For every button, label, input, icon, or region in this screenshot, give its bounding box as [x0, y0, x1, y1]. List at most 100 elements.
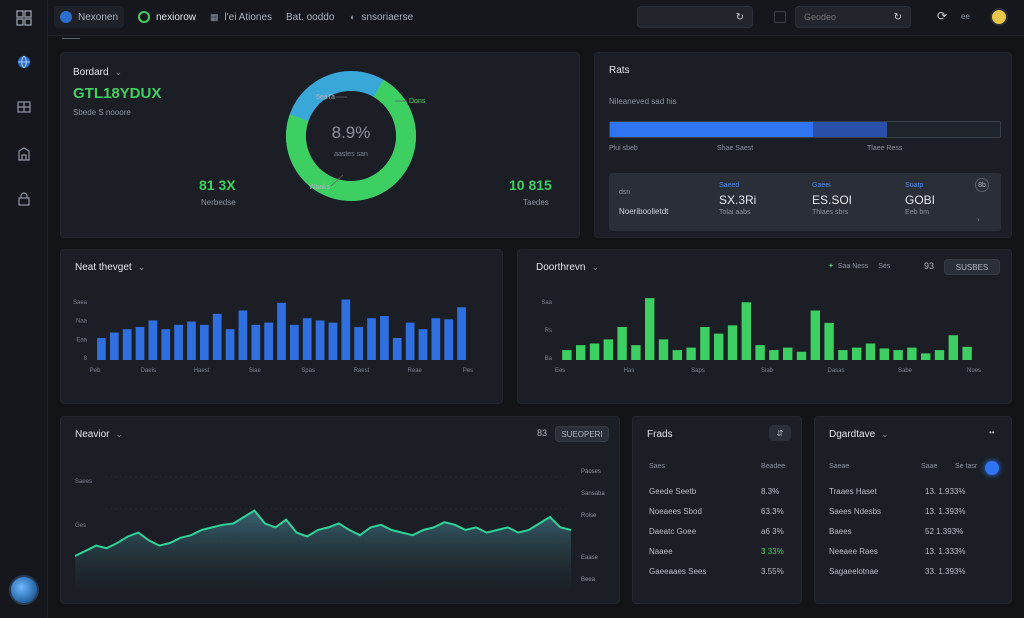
bar-label: Tlaee Ress [867, 145, 903, 152]
filter-input[interactable] [804, 12, 883, 22]
bar [948, 335, 958, 360]
refresh-icon [138, 11, 150, 23]
bar [289, 324, 299, 360]
green-chart-button[interactable]: SUSBES [944, 259, 1000, 275]
tab-ationes[interactable]: ▦ l'ei Ationes [204, 6, 278, 28]
sidebar [0, 0, 48, 618]
overview-title[interactable]: Bordard ⌄ [73, 67, 122, 78]
notification-icon[interactable]: ⟳ [937, 9, 948, 23]
bar [444, 319, 454, 360]
trend-name: Geede Seetb [649, 487, 697, 496]
bar [645, 298, 655, 360]
bar [354, 327, 364, 360]
grid-menu-icon[interactable] [12, 6, 36, 30]
chevron-right-icon[interactable]: › [977, 215, 980, 224]
building-icon[interactable] [12, 142, 36, 166]
headline-value: GTL18YDUX [73, 85, 162, 102]
filter-icon[interactable] [774, 11, 786, 23]
trend-value: a6 3% [761, 527, 784, 536]
legend-label: Ses [878, 262, 891, 270]
divider [62, 38, 80, 39]
departments-title[interactable]: Dgardtave ⌄ [829, 429, 889, 440]
avatar[interactable] [9, 575, 39, 605]
search-input[interactable] [646, 12, 725, 22]
stat-label: Soatp [905, 182, 924, 189]
right-label: Taedes [523, 198, 549, 207]
stat-sub: Eeb bm [905, 209, 930, 216]
tab-snsoriaerse[interactable]: ◐ snsoriaerse [344, 6, 419, 28]
area-line [74, 509, 572, 557]
x-tick-label: Sabe [898, 368, 913, 374]
user-label: ee [961, 12, 970, 21]
tab-bat-ooddo[interactable]: Bat. ooddo [280, 6, 340, 28]
bar [251, 324, 261, 360]
bar [658, 339, 669, 360]
tab-label: Bat. ooddo [286, 11, 335, 23]
overview-card: Bordard ⌄ GTL18YDUX Sbede S nooore 81 3X … [60, 52, 580, 238]
bar [893, 350, 903, 360]
lock-icon[interactable] [12, 187, 36, 211]
stat-value: ES.SOI [812, 193, 853, 207]
x-tick-label: Ees [555, 368, 565, 374]
bar [562, 350, 572, 360]
globe-icon[interactable] [12, 50, 36, 74]
departments-card: Dgardtave ⌄ •• Saeae Saae Se tasr Traaes … [814, 416, 1012, 604]
stat-label: Gaeei [812, 182, 831, 189]
card-title-text: Neat thevget [75, 262, 132, 273]
stat-value: SX.3Ri [719, 193, 757, 207]
layout-icon[interactable] [12, 95, 36, 119]
bar [264, 322, 274, 360]
department-name: Baees [829, 527, 852, 536]
search-box[interactable]: ↻ [637, 6, 753, 28]
chevron-down-icon: ⌄ [881, 429, 889, 439]
trend-value: 63.3% [761, 507, 784, 516]
refresh-icon[interactable]: ↻ [893, 11, 902, 23]
stats-panel: dsn Noeriboolietdt Saeed SX.3Ri Tolai aa… [609, 173, 1001, 231]
department-value: 13. 1.933% [925, 487, 966, 496]
legend-marker-icon: ✦ [828, 263, 834, 270]
y-tick-label: Naa [76, 319, 88, 325]
bar [418, 329, 428, 360]
bar [769, 350, 779, 360]
filter-box[interactable]: ↻ [795, 6, 911, 28]
left-label: Nerbedse [201, 198, 236, 207]
bar [865, 343, 876, 360]
y-tick-label: Saees [75, 479, 92, 485]
bar [589, 343, 600, 360]
trends-title: Frads [647, 429, 673, 440]
x-tick-label: Spas [301, 368, 315, 374]
bar [672, 350, 682, 360]
status-dot-icon[interactable] [985, 461, 999, 475]
x-tick-label: Raest [354, 368, 370, 374]
user-avatar[interactable] [990, 8, 1008, 26]
y-tick-label: Ba [545, 356, 553, 362]
department-name: Traaes Haset [829, 487, 877, 496]
tab-nexonen[interactable]: Nexonen [54, 6, 125, 28]
donut-label: Dons [409, 98, 426, 105]
tab-nexiorow[interactable]: nexiorow [132, 6, 202, 28]
logo-icon [60, 11, 72, 23]
bar [161, 329, 171, 360]
bar [700, 327, 710, 360]
more-menu-icon[interactable]: •• [989, 428, 995, 437]
progress-sub: Nileaneved sad his [609, 97, 677, 106]
bar-label: Plui sbeb [609, 145, 638, 152]
trend-name: Daeatc Goee [649, 527, 697, 536]
bar [783, 347, 793, 360]
green-chart-title[interactable]: Doorthrevn ⌄ [536, 262, 599, 273]
y-tick-label: Beea [581, 577, 596, 583]
area-chart-button[interactable]: SUEOPERI [555, 426, 609, 442]
area-chart: Saees Ges Paoses Sansaba Rolse Eaase Beea [74, 469, 605, 595]
expand-icon[interactable]: ⇵ [769, 425, 791, 441]
bar [603, 339, 613, 360]
refresh-icon[interactable]: ↻ [735, 11, 744, 23]
blue-chart-title[interactable]: Neat thevget ⌄ [75, 262, 145, 273]
bar [122, 329, 132, 360]
card-title-text: Neavior [75, 429, 110, 440]
stat-label: dsn [619, 189, 631, 196]
area-fill [75, 510, 571, 595]
bar [457, 307, 466, 360]
info-icon[interactable]: 8b [975, 178, 989, 192]
area-chart-title[interactable]: Neavior ⌄ [75, 429, 123, 440]
